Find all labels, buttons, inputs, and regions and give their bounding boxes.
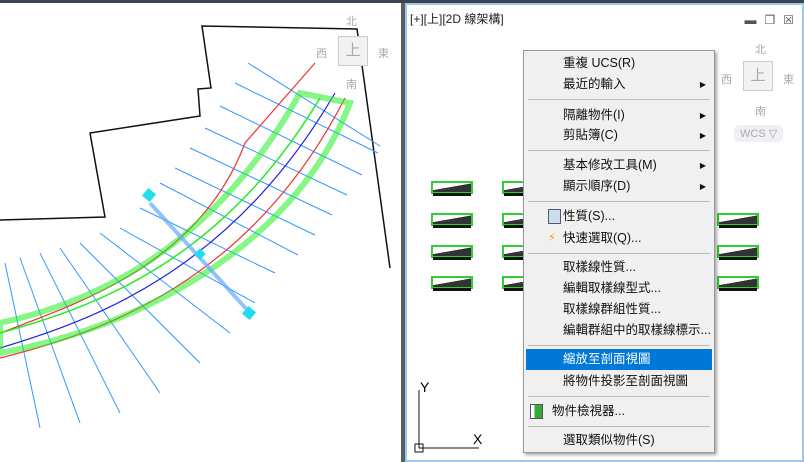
menu-label: 重複 UCS(R) <box>563 56 636 70</box>
minimize-icon[interactable]: ▬ <box>744 13 757 27</box>
profile-view-thumb[interactable] <box>431 276 473 291</box>
menu-item-project-objects-to-section-view[interactable]: 將物件投影至剖面視圖 <box>526 371 712 392</box>
close-icon[interactable]: ☒ <box>783 13 794 27</box>
menu-item-edit-group-labels[interactable]: 編輯群組中的取樣線標示... <box>526 320 712 341</box>
viewcube-west[interactable]: 西 <box>316 48 327 60</box>
menu-separator <box>528 426 710 427</box>
menu-label: 取樣線群組性質... <box>563 302 661 316</box>
viewcube-face[interactable]: 上 <box>743 61 773 91</box>
menu-label: 基本修改工具(M) <box>563 158 657 172</box>
corridor <box>0 89 355 357</box>
menu-label: 最近的輸入 <box>563 77 626 91</box>
restore-icon[interactable]: ❐ <box>764 13 776 27</box>
object-viewer-icon <box>530 404 543 419</box>
viewport-splitter[interactable] <box>401 3 405 462</box>
menu-label: 物件檢視器... <box>552 404 625 418</box>
submenu-arrow-icon: ▶ <box>699 111 706 120</box>
menu-label: 編輯取樣線型式... <box>563 281 661 295</box>
menu-label: 隔離物件(I) <box>563 108 625 122</box>
menu-item-properties[interactable]: 性質(S)... <box>526 206 712 227</box>
menu-label: 將物件投影至剖面視圖 <box>563 374 689 388</box>
menu-item-repeat-ucs[interactable]: 重複 UCS(R) <box>526 53 712 74</box>
menu-item-sample-line-properties[interactable]: 取樣線性質... <box>526 257 712 278</box>
menu-item-quick-select[interactable]: ⚡ 快速選取(Q)... <box>526 228 712 249</box>
profile-view-thumb[interactable] <box>431 245 473 260</box>
menu-item-edit-sample-line-style[interactable]: 編輯取樣線型式... <box>526 278 712 299</box>
ucs-x-label: X <box>473 431 483 447</box>
menu-separator <box>528 396 710 397</box>
submenu-arrow-icon: ▶ <box>699 182 706 191</box>
context-menu: 重複 UCS(R) 最近的輸入 ▶ 隔離物件(I) ▶ 剪貼簿(C) ▶ 基本修改工具… <box>523 50 715 453</box>
menu-item-zoom-to-section-view[interactable]: 縮放至剖面視圖 <box>526 349 712 370</box>
ucs-icon <box>414 390 479 453</box>
profile-view-thumb[interactable] <box>717 245 759 260</box>
menu-label: 取樣線性質... <box>563 260 636 274</box>
properties-icon <box>548 209 561 224</box>
menu-item-select-similar[interactable]: 選取類似物件(S) <box>526 430 712 451</box>
viewcube-face[interactable]: 上 <box>338 36 368 66</box>
menu-label: 性質(S)... <box>563 209 616 223</box>
viewcube-south[interactable]: 南 <box>755 106 766 118</box>
menu-item-recent-input[interactable]: 最近的輸入 ▶ <box>526 74 712 95</box>
boundary-polyline <box>0 25 391 269</box>
viewport-label[interactable]: [+][上][2D 線架構] <box>410 12 504 26</box>
submenu-arrow-icon: ▶ <box>699 161 706 170</box>
profile-view-thumb[interactable] <box>717 213 759 228</box>
menu-item-object-viewer[interactable]: 物件檢視器... <box>526 401 712 422</box>
menu-item-basic-modify-tools[interactable]: 基本修改工具(M) ▶ <box>526 155 712 176</box>
profile-view-thumb[interactable] <box>431 213 473 228</box>
profile-view-thumb[interactable] <box>431 181 473 196</box>
menu-label: 快速選取(Q)... <box>563 231 642 245</box>
menu-separator <box>528 253 710 254</box>
menu-separator <box>528 99 710 100</box>
submenu-arrow-icon: ▶ <box>699 131 706 140</box>
menu-item-isolate-objects[interactable]: 隔離物件(I) ▶ <box>526 105 712 126</box>
menu-label: 選取類似物件(S) <box>563 433 655 447</box>
submenu-arrow-icon: ▶ <box>699 80 706 89</box>
viewcube-south[interactable]: 南 <box>346 79 357 91</box>
drawing-canvas <box>0 25 391 429</box>
menu-item-draw-order[interactable]: 顯示順序(D) ▶ <box>526 176 712 197</box>
quick-select-icon: ⚡ <box>548 232 556 244</box>
viewcube-east[interactable]: 東 <box>378 48 389 60</box>
menu-separator <box>528 345 710 346</box>
left-viewport[interactable]: 北 西 東 上 南 <box>0 3 401 462</box>
menu-label: 剪貼簿(C) <box>563 128 618 142</box>
viewcube-east[interactable]: 東 <box>783 74 794 86</box>
menu-label: 編輯群組中的取樣線標示... <box>563 323 711 337</box>
viewcube-north[interactable]: 北 <box>346 16 357 28</box>
viewcube-north[interactable]: 北 <box>755 44 766 56</box>
wcs-dropdown[interactable]: WCS ▽ <box>734 125 784 142</box>
menu-item-clipboard[interactable]: 剪貼簿(C) ▶ <box>526 125 712 146</box>
menu-label: 縮放至剖面視圖 <box>563 352 651 366</box>
menu-item-sample-line-group-properties[interactable]: 取樣線群組性質... <box>526 299 712 320</box>
viewcube-west[interactable]: 西 <box>721 74 732 86</box>
profile-view-thumb[interactable] <box>717 276 759 291</box>
menu-separator <box>528 150 710 151</box>
menu-separator <box>528 201 710 202</box>
ucs-y-label: Y <box>420 379 430 395</box>
menu-label: 顯示順序(D) <box>563 179 631 193</box>
